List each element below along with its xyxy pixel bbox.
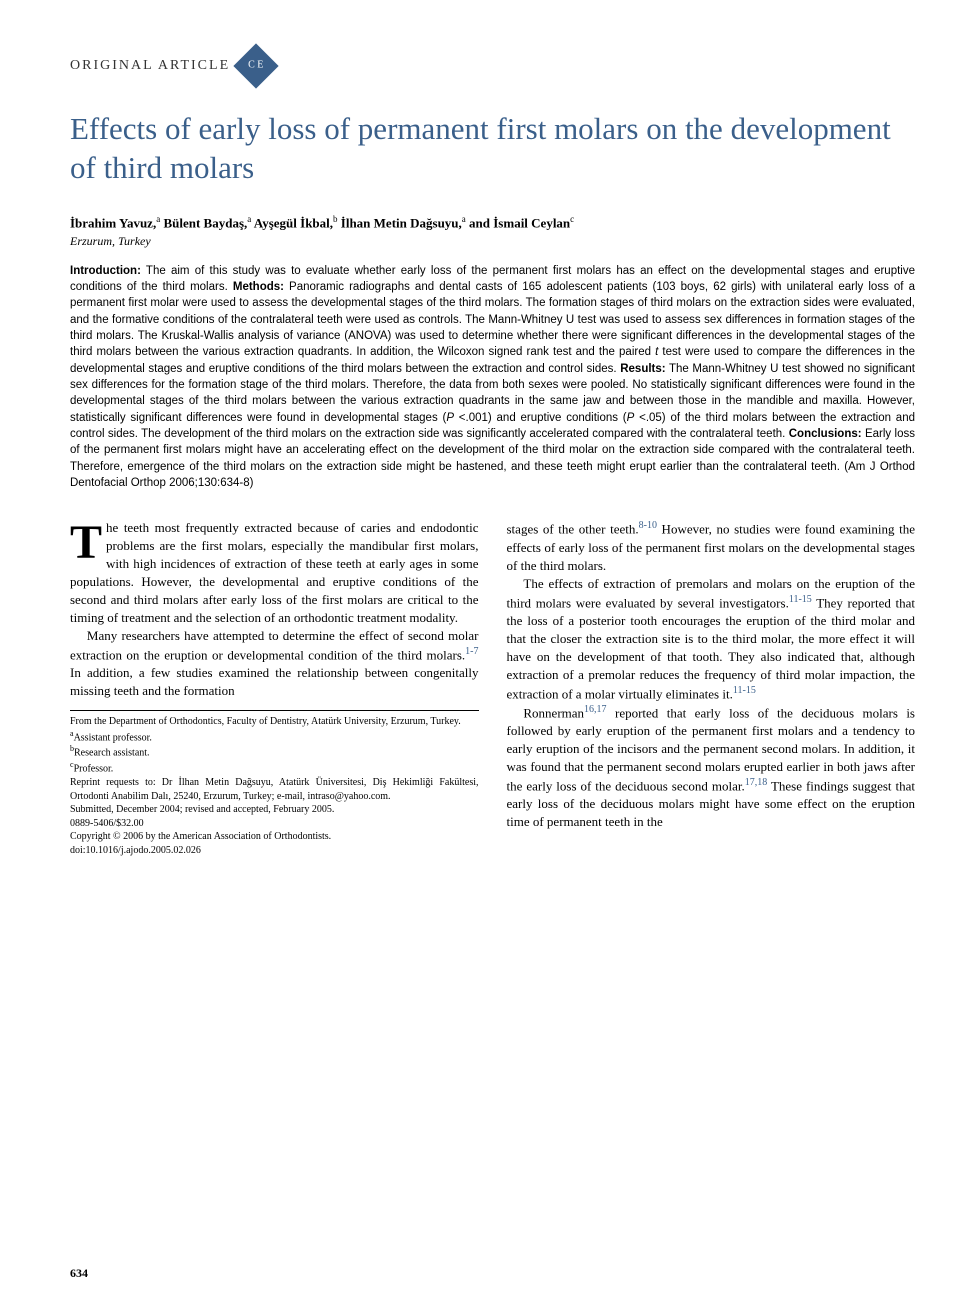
dropcap-letter: T [70, 519, 106, 564]
section-label: ORIGINAL ARTICLE [70, 58, 230, 74]
body-text: The teeth most frequently extracted beca… [70, 519, 915, 857]
footnote-submitted: Submitted, December 2004; revised and ac… [70, 803, 479, 817]
footnote-c-text: Professor. [74, 764, 114, 775]
article-header: ORIGINAL ARTICLE C E [70, 50, 915, 82]
footnote-affiliation: From the Department of Orthodontics, Fac… [70, 715, 479, 729]
article-title: Effects of early loss of permanent first… [70, 110, 915, 188]
body-paragraph-3: stages of the other teeth.8-10 However, … [507, 519, 916, 574]
footnote-b: bResearch assistant. [70, 744, 479, 760]
body-paragraph-1: The teeth most frequently extracted beca… [70, 519, 479, 627]
body-paragraph-4: The effects of extraction of premolars a… [507, 575, 916, 703]
ce-badge-text: C E [249, 61, 264, 71]
footnote-doi: doi:10.1016/j.ajodo.2005.02.026 [70, 844, 479, 858]
abstract-block: Introduction: The aim of this study was … [70, 263, 915, 492]
authors-line: İbrahim Yavuz,a Bülent Baydaş,a Ayşegül … [70, 214, 915, 231]
body-paragraph-2: Many researchers have attempted to deter… [70, 627, 479, 700]
body-paragraph-5: Ronnerman16,17 reported that early loss … [507, 703, 916, 831]
footnote-issn: 0889-5406/$32.00 [70, 817, 479, 831]
footnote-b-text: Research assistant. [74, 748, 150, 759]
footnote-reprint: Reprint requests to: Dr İlhan Metin Dağs… [70, 776, 479, 803]
footnote-a: aAssistant professor. [70, 729, 479, 745]
footnote-copyright: Copyright © 2006 by the American Associa… [70, 830, 479, 844]
p1-text: he teeth most frequently extracted becau… [70, 520, 479, 625]
page-number: 634 [70, 1266, 88, 1281]
footnote-a-text: Assistant professor. [74, 732, 152, 743]
author-location: Erzurum, Turkey [70, 234, 915, 249]
footnote-c: cProfessor. [70, 760, 479, 776]
ce-badge-icon: C E [234, 43, 279, 88]
footnotes-block: From the Department of Orthodontics, Fac… [70, 710, 479, 857]
